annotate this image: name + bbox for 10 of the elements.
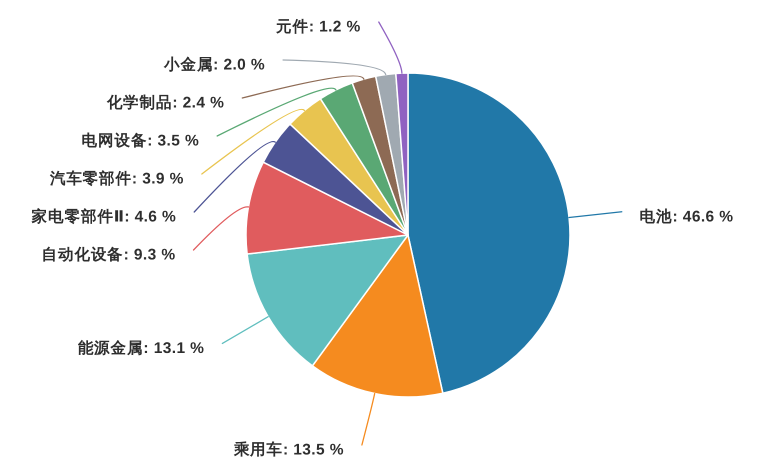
slice-label: 电池: 46.6 %: [640, 207, 734, 226]
slice-label: 汽车零部件: 3.9 %: [48, 170, 184, 188]
slice-label: 元件: 1.2 %: [275, 18, 361, 36]
slice-label: 化学制品: 2.4 %: [106, 94, 224, 112]
slice-label: 乘用车: 13.5 %: [232, 440, 344, 458]
slice-label: 自动化设备: 9.3 %: [42, 246, 176, 264]
slice-label: 家电零部件Ⅱ: 4.6 %: [30, 206, 176, 226]
slice-label: 能源金属: 13.1 %: [78, 338, 204, 357]
slice-label: 小金属: 2.0 %: [162, 56, 266, 74]
slice-label: 电网设备: 3.5 %: [82, 132, 200, 150]
